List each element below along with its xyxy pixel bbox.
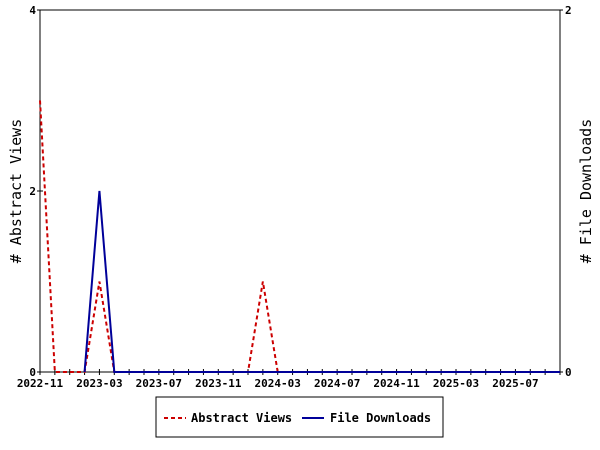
series-line-file-downloads <box>83 190 560 373</box>
y-right-tick-label: 0 <box>565 366 572 379</box>
y-axis-left: 0 2 4 <box>29 4 43 379</box>
y-axis-right-title: # File Downloads <box>577 119 595 264</box>
x-tick-label: 2023-11 <box>195 377 242 390</box>
y-axis-right: 02 <box>557 4 572 379</box>
y-right-tick-label: 2 <box>565 4 572 17</box>
x-axis: 2022-11 2023-03 2023-07 2023-11 2024-03 2024-… <box>17 369 561 390</box>
series-line-abstract-views <box>39 100 560 373</box>
y-left-tick-label: 4 <box>29 4 36 17</box>
x-tick-label: 2025-07 <box>492 377 538 390</box>
legend-label-file-downloads: File Downloads <box>330 411 431 425</box>
plot-border <box>39 9 561 373</box>
x-tick-label: 2022-11 <box>17 377 64 390</box>
plot-area <box>39 9 561 373</box>
legend-box <box>155 396 444 438</box>
x-tick-label: 2023-03 <box>76 377 122 390</box>
legend: Abstract Views File Downloads <box>155 396 444 438</box>
x-tick-label: 2024-11 <box>373 377 420 390</box>
x-tick-label: 2025-03 <box>433 377 479 390</box>
x-tick-label: 2023-07 <box>136 377 182 390</box>
x-tick-label: 2024-03 <box>255 377 301 390</box>
y-left-tick-label: 0 <box>29 366 36 379</box>
x-tick-label: 2024-07 <box>314 377 360 390</box>
series-layer <box>39 100 560 373</box>
legend-label-abstract-views: Abstract Views <box>191 411 292 425</box>
y-left-tick-label: 2 <box>29 185 36 198</box>
y-axis-left-title: # Abstract Views <box>7 119 25 264</box>
